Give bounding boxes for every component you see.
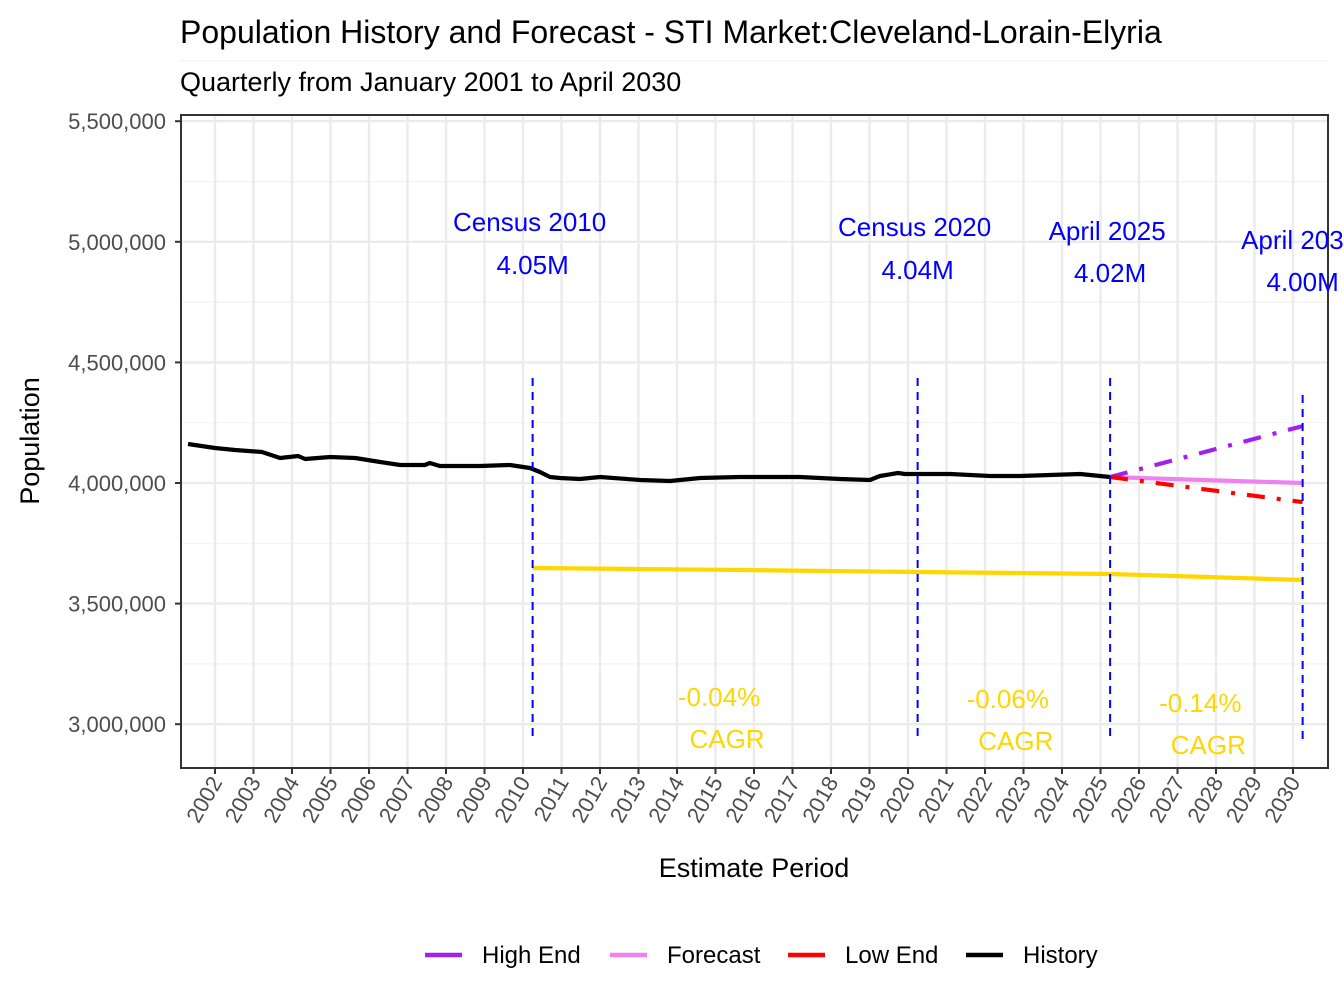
x-tick-label: 2002 — [181, 772, 227, 827]
series-line-low-end — [1109, 474, 1303, 505]
x-tick-label: 2009 — [451, 772, 497, 827]
annotations: Census 2010 4.05M Census 2020 4.04M April 20… — [453, 207, 1344, 760]
x-tick-label: 2027 — [1144, 772, 1190, 827]
cagr-value-label: -0.14% — [1159, 688, 1241, 718]
x-tick-label: 2014 — [643, 772, 689, 827]
x-tick-label: 2024 — [1028, 772, 1074, 827]
x-tick-label: 2012 — [566, 772, 612, 827]
x-tick-label: 2007 — [374, 772, 420, 827]
reference-value-label: 4.05M — [496, 250, 568, 280]
legend-label: Forecast — [667, 942, 761, 969]
x-tick-label: 2004 — [258, 772, 304, 827]
y-tick-label: 3,000,000 — [68, 712, 166, 737]
x-axis-label: Estimate Period — [659, 853, 850, 883]
x-tick-label: 2028 — [1182, 772, 1228, 827]
x-tick-label: 2005 — [297, 772, 343, 827]
series-lines — [187, 424, 1304, 583]
x-tick-label: 2017 — [759, 772, 805, 827]
series-line-unlabeled-4 — [532, 565, 1303, 583]
series-line-history — [187, 441, 1111, 484]
x-tick-label: 2019 — [836, 772, 882, 827]
cagr-label: CAGR — [1171, 730, 1246, 760]
x-tick-label: 2030 — [1259, 772, 1305, 827]
cagr-label: CAGR — [689, 724, 764, 754]
x-tick-label: 2015 — [682, 772, 728, 827]
legend-label: High End — [482, 942, 581, 969]
cagr-value-label: -0.04% — [678, 682, 760, 712]
legend-label: History — [1023, 942, 1098, 969]
y-tick-label: 3,500,000 — [68, 592, 166, 617]
x-tick-label: 2026 — [1105, 772, 1151, 827]
series-line-high-end — [1109, 424, 1304, 480]
x-tick-label: 2018 — [797, 772, 843, 827]
x-tick-label: 2021 — [913, 772, 959, 827]
reference-value-label: 4.04M — [881, 255, 953, 285]
chart-subtitle: Quarterly from January 2001 to April 203… — [180, 67, 681, 97]
chart-title: Population History and Forecast - STI Ma… — [180, 14, 1162, 50]
x-tick-label: 2020 — [874, 772, 920, 827]
x-tick-label: 2010 — [489, 772, 535, 827]
x-tick-label: 2022 — [951, 772, 997, 827]
y-tick-label: 5,000,000 — [68, 230, 166, 255]
x-tick-label: 2008 — [412, 772, 458, 827]
y-tick-label: 4,500,000 — [68, 350, 166, 375]
x-tick-label: 2003 — [220, 772, 266, 827]
series-line-forecast — [1110, 474, 1303, 486]
cagr-label: CAGR — [978, 726, 1053, 756]
gridlines — [181, 60, 1328, 768]
legend: High End Forecast Low End History — [425, 942, 1098, 969]
x-tick-label: 2011 — [529, 772, 574, 825]
x-tick-label: 2025 — [1067, 772, 1113, 827]
y-axis-label: Population — [15, 377, 45, 505]
reference-label: April 2025 — [1049, 216, 1166, 246]
reference-label: Census 2010 — [453, 207, 606, 237]
reference-value-label: 4.02M — [1074, 258, 1146, 288]
x-tick-label: 2023 — [990, 772, 1036, 827]
x-tick-label: 2016 — [720, 772, 766, 827]
cagr-value-label: -0.06% — [967, 684, 1049, 714]
y-tick-label: 5,500,000 — [68, 109, 166, 134]
y-tick-label: 4,000,000 — [68, 471, 166, 496]
reference-label: April 2030 — [1241, 225, 1344, 255]
reference-value-label: 4.00M — [1266, 267, 1338, 297]
x-tick-label: 2029 — [1221, 772, 1267, 827]
legend-label: Low End — [845, 942, 938, 969]
x-tick-label: 2013 — [605, 772, 651, 827]
x-tick-label: 2006 — [335, 772, 381, 827]
reference-label: Census 2020 — [838, 212, 991, 242]
reference-lines — [531, 378, 1304, 740]
